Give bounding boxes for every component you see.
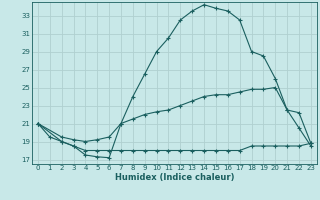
X-axis label: Humidex (Indice chaleur): Humidex (Indice chaleur) [115,173,234,182]
